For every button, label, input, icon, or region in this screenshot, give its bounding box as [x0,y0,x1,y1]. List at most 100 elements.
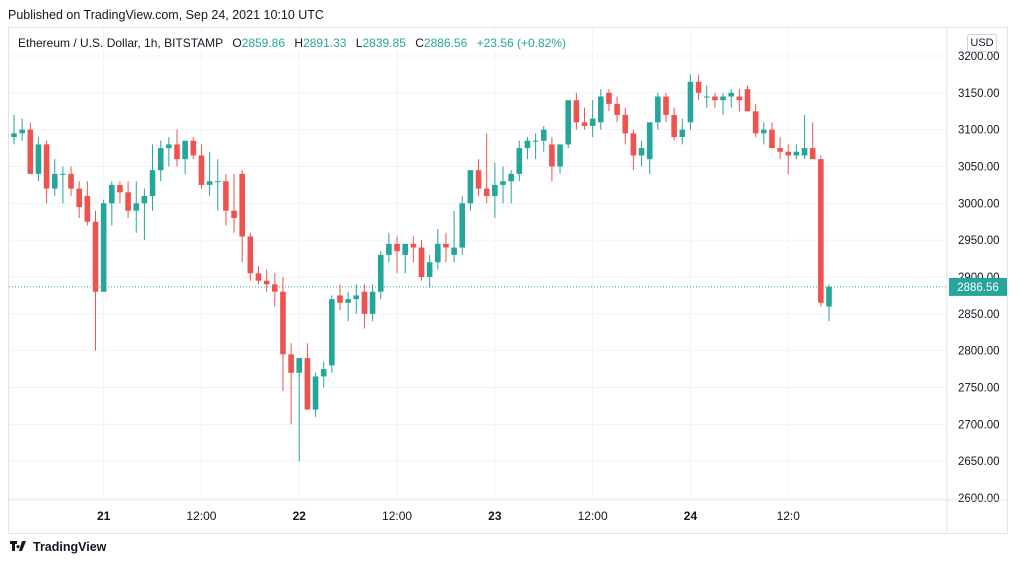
currency-button[interactable]: USD [967,34,997,52]
candle-body [801,148,808,156]
candle-body [84,195,91,222]
tradingview-brand[interactable]: TradingView [10,538,106,556]
x-tick-label: 12:0 [777,509,801,523]
y-tick-label: 2950.00 [958,235,1000,247]
candle-body [655,96,661,123]
candle-body [492,184,498,196]
candle-body [27,129,34,174]
published-caption: Published on TradingView.com, Sep 24, 20… [8,8,324,22]
y-tick-label: 2750.00 [958,383,1000,395]
candle-body [198,155,205,185]
y-tick-label: 3050.00 [958,162,1000,174]
candle-body [508,173,514,182]
candle-body [125,192,131,211]
candle-body [744,89,751,112]
candle-body [703,96,710,98]
candle-body [223,181,229,211]
close-label: C [415,36,424,50]
candle-body [646,122,653,160]
candle-body [231,210,237,219]
candle-body [663,96,669,115]
candle-body [589,118,596,126]
candle-body [288,354,294,373]
candle-body [386,243,392,255]
candle-body [549,144,555,167]
candle-body [638,148,645,156]
symbol-label[interactable]: Ethereum / U.S. Dollar, 1h, BITSTAMP [18,36,223,50]
candle-body [793,151,800,156]
y-tick-label: 2700.00 [958,419,1000,431]
candle-body [809,148,816,160]
candle-body [35,144,42,174]
candle-body [598,96,604,123]
candle-body [736,96,743,101]
candle-body [557,144,563,167]
candle-body [785,151,792,156]
candle-body [272,284,278,292]
last-price-badge [949,277,1007,296]
y-tick-label: 3000.00 [958,198,1000,210]
x-tick-label: 21 [97,509,111,523]
x-tick-label: 24 [684,509,698,523]
candles [11,74,832,462]
candle-body [263,280,270,285]
candle-body [43,144,50,189]
x-tick-label: 12:00 [578,509,608,523]
high-value: 2891.33 [303,36,347,50]
y-tick-label: 2800.00 [958,346,1000,358]
candle-body [182,140,188,160]
candle-body [280,291,286,355]
chart-frame [8,27,1008,534]
candle-body [500,181,506,185]
candle-body [206,181,213,185]
x-tick-label: 12:00 [382,509,412,523]
candle-body [296,358,303,373]
candle-body [410,243,417,248]
candle-body [777,148,783,152]
y-tick-label: 2600.00 [958,493,1000,505]
candle-body [51,173,58,189]
candle-body [459,203,466,248]
candle-body [695,81,702,93]
candle-body [532,140,539,142]
candle-body [769,129,775,149]
candle-body [329,299,335,366]
candle-body [174,144,180,160]
candle-body [483,188,490,196]
candle-body [573,100,580,123]
candle-body [214,181,221,183]
y-tick-label: 2850.00 [958,309,1000,321]
candle-body [679,129,686,138]
candle-body [76,188,82,208]
candle-body [304,358,311,410]
open-value: 2859.86 [241,36,286,50]
candle-body [361,291,368,314]
candle-body [687,81,694,123]
candle-body [60,173,66,175]
tradingview-logo-icon [10,539,30,557]
close-value: 2886.56 [423,36,468,50]
candle-body [516,148,523,174]
candle-body [117,184,123,193]
candle-body [720,96,726,101]
candle-body [377,254,384,292]
candle-body [190,140,197,156]
open-label: O [232,36,242,50]
candle-body [426,262,433,277]
change-value: +23.56 (+0.82%) [476,36,567,50]
y-tick-label: 2650.00 [958,456,1000,468]
x-tick-label: 12:00 [186,509,216,523]
candle-body [92,221,99,292]
low-label: L [355,36,363,50]
candle-body [435,243,441,263]
candle-body [11,133,17,138]
candle-body [157,148,164,171]
chart-legend: Ethereum / U.S. Dollar, 1h, BITSTAMP O28… [18,34,566,52]
candle-body [524,140,531,149]
candle-body [394,243,400,252]
candle-body [109,184,115,204]
candle-body [100,203,107,292]
candle-body [166,144,172,149]
candle-body [141,195,148,204]
